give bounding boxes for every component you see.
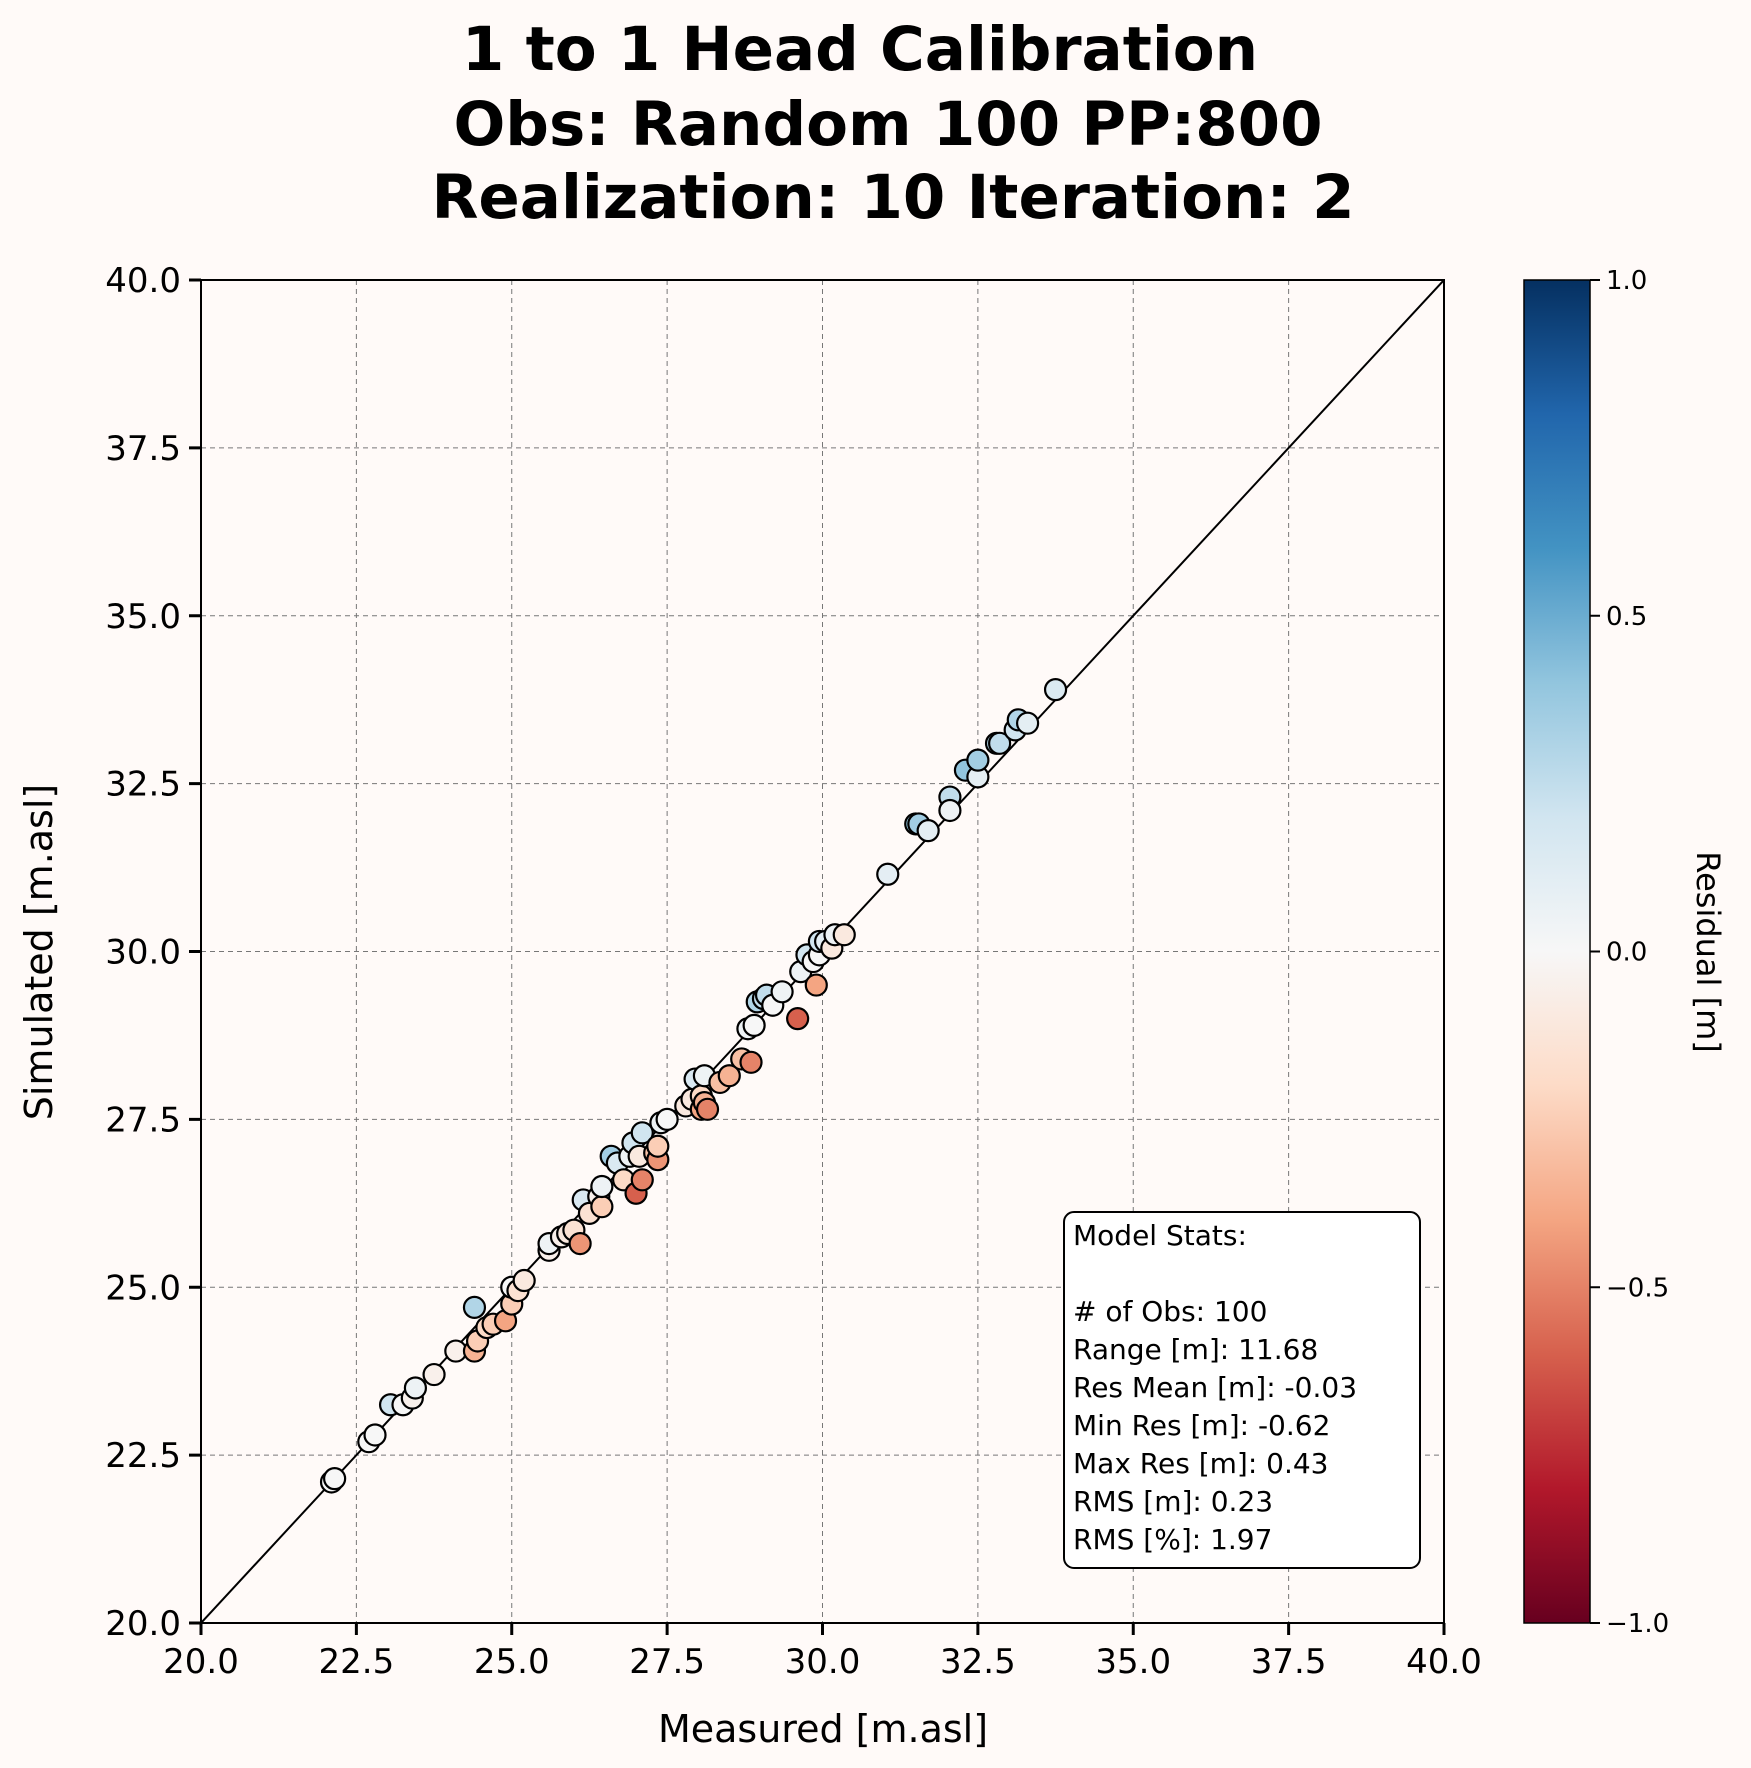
colorbar-tick-label: −0.5	[1606, 1273, 1669, 1303]
y-tick-label: 25.0	[105, 1268, 181, 1308]
data-point	[403, 1376, 428, 1400]
data-point	[717, 1064, 741, 1088]
x-tick-label: 35.0	[1095, 1642, 1171, 1682]
y-tick-label: 35.0	[105, 597, 181, 637]
data-point	[786, 1007, 810, 1031]
y-tick-label: 40.0	[105, 261, 181, 301]
y-tick-label: 27.5	[105, 1100, 181, 1140]
colorbar-gradient	[1523, 279, 1591, 1624]
data-point	[590, 1174, 614, 1199]
colorbar-ticks: 1.0 0.5 0.0 −0.5 −1.0	[1590, 266, 1669, 1639]
y-tick-label: 22.5	[105, 1436, 181, 1476]
colorbar-tick-label: −1.0	[1606, 1609, 1669, 1639]
stats-line: RMS [m]: 0.23	[1073, 1485, 1273, 1518]
colorbar-label: Residual [m]	[1689, 851, 1727, 1052]
x-tick-label: 20.0	[163, 1642, 239, 1682]
data-point	[630, 1168, 654, 1192]
chart-title: 1 to 1 Head Calibration Obs: Random 100 …	[431, 14, 1354, 233]
data-point	[770, 980, 794, 1004]
x-tick-label: 30.0	[785, 1642, 861, 1682]
data-point	[646, 1134, 670, 1158]
y-tick-label: 32.5	[105, 765, 181, 805]
x-axis-label: Measured [m.asl]	[658, 1707, 988, 1751]
x-tick-label: 22.5	[319, 1642, 395, 1682]
data-point	[323, 1467, 347, 1491]
colorbar-tick-label: 0.0	[1606, 938, 1647, 968]
data-point	[876, 862, 900, 886]
data-point	[938, 798, 962, 823]
stats-line: Min Res [m]: -0.62	[1073, 1409, 1330, 1442]
colorbar-tick-label: 0.5	[1606, 602, 1647, 632]
stats-line: Max Res [m]: 0.43	[1073, 1447, 1329, 1480]
x-tick-label: 37.5	[1251, 1642, 1327, 1682]
data-point	[695, 1097, 720, 1121]
data-point	[630, 1121, 654, 1145]
x-tick-label: 27.5	[629, 1642, 705, 1682]
data-point	[568, 1232, 592, 1256]
stats-line: Model Stats:	[1073, 1219, 1247, 1252]
y-tick-label: 20.0	[105, 1604, 181, 1644]
data-point	[739, 1050, 763, 1074]
x-tick-label: 32.5	[940, 1642, 1016, 1682]
data-point	[988, 731, 1012, 755]
y-axis-ticks: 20.0 22.5 25.0 27.5 30.0 32.5 35.0 37.5 40.0	[105, 261, 201, 1644]
title-line-1: 1 to 1 Head Calibration	[462, 14, 1258, 85]
colorbar-tick-label: 1.0	[1606, 266, 1647, 296]
data-point	[742, 1013, 766, 1037]
x-axis-ticks: 20.0 22.5 25.0 27.5 30.0 32.5 35.0 37.5 40.0	[163, 1623, 1482, 1682]
data-point	[462, 1295, 487, 1319]
stats-line: Res Mean [m]: -0.03	[1073, 1371, 1357, 1404]
data-point	[1043, 678, 1068, 702]
title-line-3: Realization: 10 Iteration: 2	[431, 162, 1354, 233]
stats-box-frame	[1063, 1211, 1421, 1569]
data-point	[422, 1362, 446, 1387]
data-point	[363, 1423, 387, 1447]
stats-line: RMS [%]: 1.97	[1073, 1523, 1272, 1556]
x-tick-label: 25.0	[474, 1642, 550, 1682]
stats-line: Range [m]: 11.68	[1073, 1333, 1318, 1366]
data-point	[804, 973, 828, 997]
colorbar: 1.0 0.5 0.0 −0.5 −1.0 Residual [m]	[1523, 266, 1727, 1639]
data-points	[319, 678, 1068, 1494]
data-point	[655, 1107, 679, 1131]
data-point	[1015, 711, 1040, 735]
x-tick-label: 40.0	[1406, 1642, 1482, 1682]
stats-box: Model Stats: # of Obs: 100 Range [m]: 11…	[1063, 1211, 1421, 1569]
stats-line: # of Obs: 100	[1073, 1295, 1267, 1328]
y-axis-label: Simulated [m.asl]	[17, 784, 61, 1121]
data-point	[916, 819, 940, 843]
y-tick-label: 37.5	[105, 429, 181, 469]
data-point	[512, 1268, 536, 1293]
y-tick-label: 30.0	[105, 933, 181, 973]
data-point	[832, 923, 856, 947]
data-point	[966, 748, 990, 772]
data-point	[590, 1195, 614, 1219]
title-line-2: Obs: Random 100 PP:800	[453, 89, 1322, 160]
